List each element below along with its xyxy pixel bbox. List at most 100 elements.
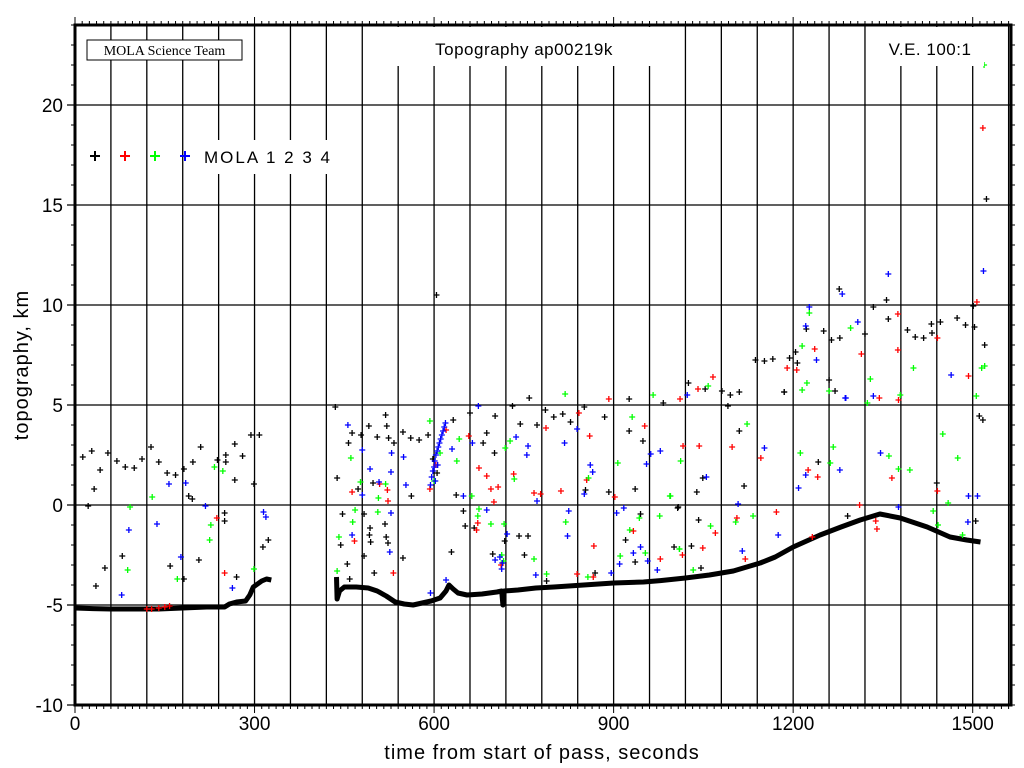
mola-1-point bbox=[695, 517, 702, 523]
mola-2-point bbox=[733, 515, 740, 521]
mola-2-point bbox=[475, 465, 482, 471]
mola-4-point bbox=[684, 392, 691, 398]
mola-1-point bbox=[256, 432, 263, 438]
mola-2-point bbox=[611, 494, 618, 500]
mola-1-point bbox=[339, 511, 346, 517]
mola-4-point bbox=[870, 393, 877, 399]
ground-track bbox=[334, 511, 981, 608]
mola-4-point bbox=[427, 482, 434, 488]
mola-2-point bbox=[657, 556, 664, 562]
y-tick-label: -10 bbox=[36, 696, 63, 717]
scatter-points bbox=[79, 62, 990, 612]
mola-4-point bbox=[440, 428, 447, 434]
mola-1-point bbox=[113, 458, 120, 464]
mola-4-point bbox=[974, 493, 981, 499]
x-tick-label: 0 bbox=[70, 714, 81, 735]
mola-1-point bbox=[164, 470, 171, 476]
mola-3-point bbox=[614, 460, 621, 466]
mola-2-point bbox=[895, 397, 902, 403]
mola-2-point bbox=[712, 530, 719, 536]
mola-4-point bbox=[565, 508, 572, 514]
mola-4-point bbox=[434, 448, 441, 454]
mola-2-point bbox=[221, 570, 228, 576]
mola-1-point bbox=[632, 559, 639, 565]
mola-1-point bbox=[727, 392, 734, 398]
mola-4-point bbox=[836, 467, 843, 473]
mola-4-point bbox=[735, 501, 742, 507]
mola-4-point bbox=[431, 458, 438, 464]
mola-1-point bbox=[525, 533, 532, 539]
mola-4-point bbox=[795, 485, 802, 491]
mola-4-point bbox=[260, 509, 267, 515]
mola-2-point bbox=[495, 484, 502, 490]
mola-1-point bbox=[637, 511, 644, 517]
mola-1-point bbox=[632, 486, 639, 492]
mola-4-point bbox=[806, 304, 813, 310]
mola-1-point bbox=[355, 486, 362, 492]
mola-2-point bbox=[805, 467, 812, 473]
mola-1-point bbox=[450, 417, 457, 423]
mola-4-point bbox=[885, 271, 892, 277]
mola-4-point bbox=[761, 445, 768, 451]
mola-3-point bbox=[335, 534, 342, 540]
mola-3-point bbox=[629, 414, 636, 420]
mola-2-point bbox=[873, 526, 880, 532]
mola-1-point bbox=[250, 481, 257, 487]
mola-1-point bbox=[559, 411, 566, 417]
mola-3-point bbox=[531, 556, 538, 562]
mola-1-point bbox=[399, 555, 406, 561]
mola-2-point bbox=[537, 491, 544, 497]
mola-2-point bbox=[605, 396, 612, 402]
mola-4-point bbox=[432, 452, 439, 458]
mola-3-point bbox=[656, 513, 663, 519]
mola-1-point bbox=[883, 297, 890, 303]
mola-3-point bbox=[219, 468, 226, 474]
x-tick-label: 900 bbox=[598, 714, 630, 735]
mola-3-point bbox=[617, 553, 624, 559]
mola-4-point bbox=[980, 268, 987, 274]
mola-1-point bbox=[688, 543, 695, 549]
mola-4-point bbox=[359, 492, 366, 498]
mola-2-point bbox=[973, 299, 980, 305]
mola-2-point bbox=[574, 571, 581, 577]
mola-1-point bbox=[601, 414, 608, 420]
mola-1-point bbox=[408, 493, 415, 499]
mola-2-point bbox=[148, 606, 155, 612]
mola-1-point bbox=[675, 504, 682, 510]
mola-2-point bbox=[742, 556, 749, 562]
mola-1-point bbox=[155, 459, 162, 465]
mola-1-point bbox=[231, 441, 238, 447]
chart-title: Topography ap00219k bbox=[435, 40, 613, 59]
mola-3-point bbox=[584, 574, 591, 580]
y-axis-title: topography, km bbox=[11, 290, 33, 440]
mola-1-point bbox=[189, 459, 196, 465]
mola-4-point bbox=[367, 466, 374, 472]
mola-1-point bbox=[954, 315, 961, 321]
mola-1-point bbox=[407, 435, 414, 441]
mola-1-point bbox=[172, 472, 179, 478]
mola-2-point bbox=[590, 543, 597, 549]
mola-1-point bbox=[724, 403, 731, 409]
mola-2-point bbox=[630, 528, 637, 534]
mola-1-point bbox=[231, 477, 238, 483]
mola-1-point bbox=[970, 303, 977, 309]
mola-1-point bbox=[383, 534, 390, 540]
mola-3-point bbox=[906, 467, 913, 473]
mola-1-point bbox=[92, 583, 99, 589]
mola-2-point bbox=[487, 486, 494, 492]
mola-1-point bbox=[385, 435, 392, 441]
mola-4-point bbox=[587, 462, 594, 468]
mola-1-point bbox=[962, 322, 969, 328]
mola-4-point bbox=[349, 532, 356, 538]
mola-4-point bbox=[483, 507, 490, 513]
mola-2-point bbox=[695, 386, 702, 392]
legend-background bbox=[198, 140, 332, 174]
mola-1-point bbox=[332, 404, 339, 410]
mola-1-point bbox=[697, 565, 704, 571]
mola-1-point bbox=[639, 438, 646, 444]
mola-1-point bbox=[466, 410, 473, 416]
mola-4-point bbox=[657, 448, 664, 454]
mola-2-point bbox=[680, 443, 687, 449]
mola-1-point bbox=[367, 525, 374, 531]
mola-4-point bbox=[387, 510, 394, 516]
